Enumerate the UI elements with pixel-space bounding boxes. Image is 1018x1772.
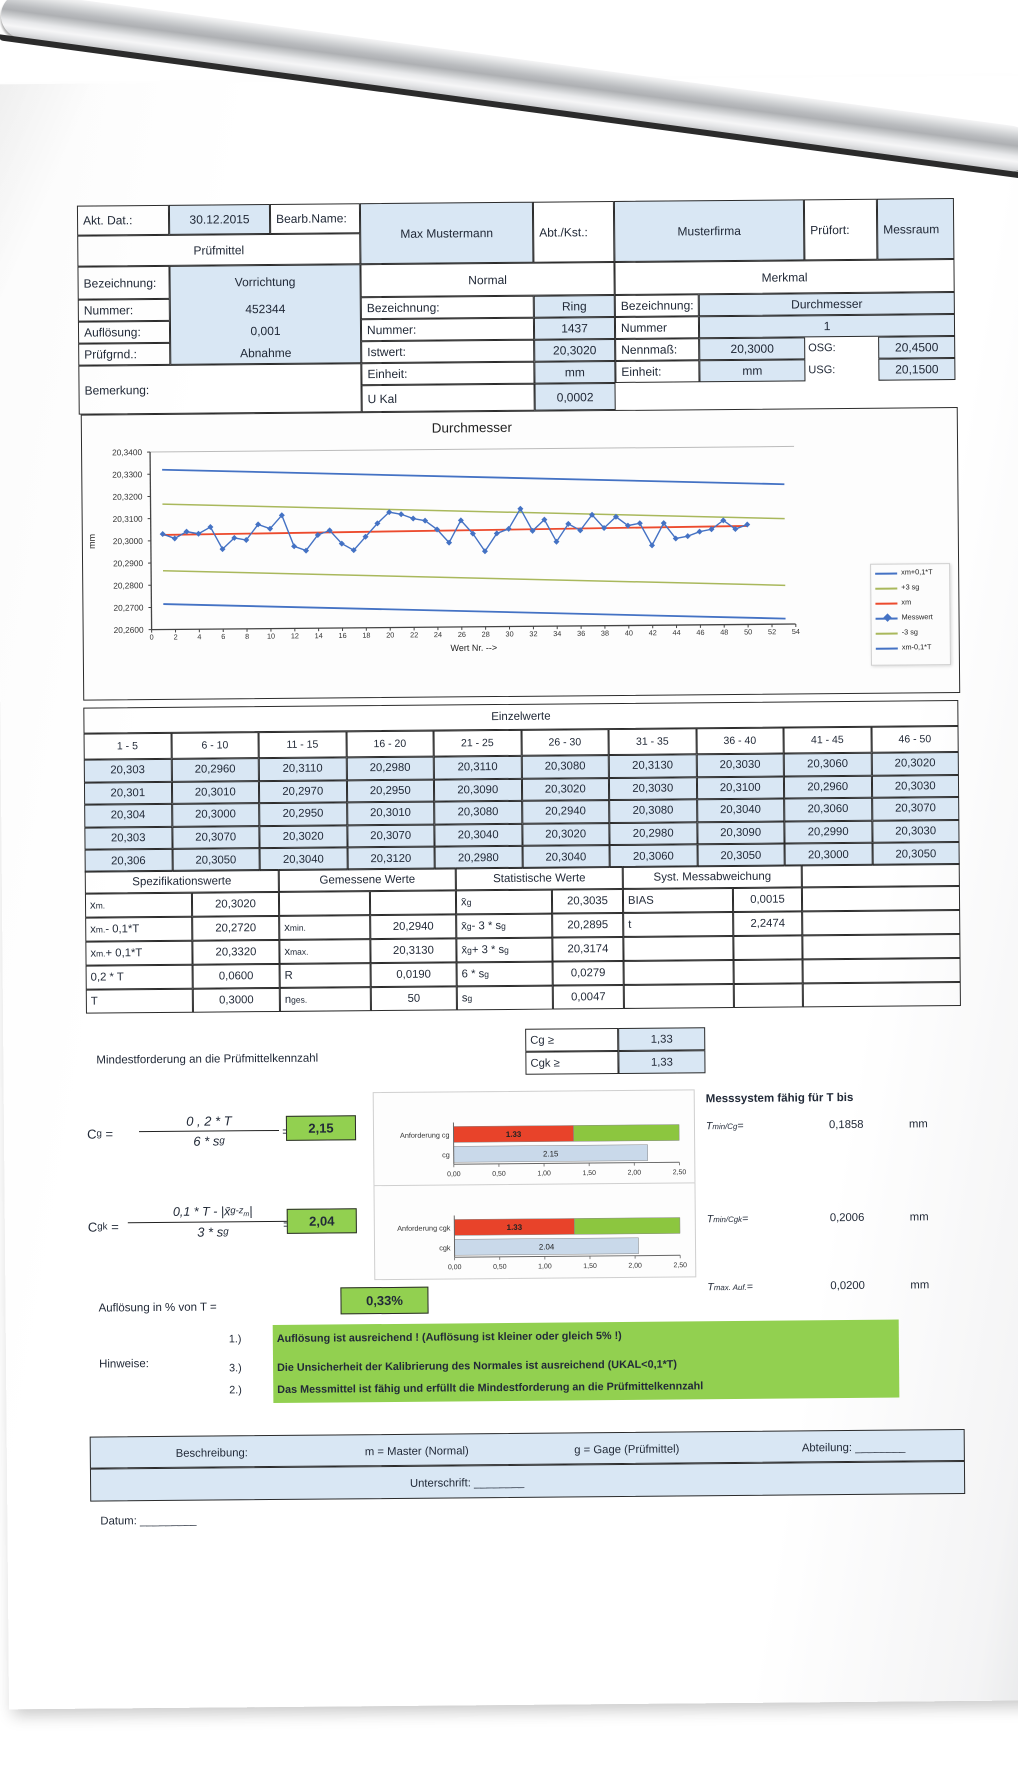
svg-text:48: 48: [720, 628, 728, 637]
svg-text:46: 46: [696, 628, 704, 637]
svg-text:34: 34: [553, 629, 561, 638]
svg-text:38: 38: [601, 629, 609, 638]
svg-text:2.15: 2.15: [543, 1149, 559, 1158]
svg-text:44: 44: [672, 628, 680, 637]
svg-text:4: 4: [197, 632, 201, 641]
svg-text:10: 10: [267, 632, 275, 641]
svg-text:2: 2: [174, 632, 178, 641]
svg-text:20,3300: 20,3300: [112, 469, 142, 479]
svg-text:26: 26: [458, 630, 466, 639]
svg-text:20,3400: 20,3400: [112, 447, 142, 457]
svg-text:2,50: 2,50: [673, 1169, 687, 1176]
svg-text:20,3000: 20,3000: [113, 536, 143, 546]
svg-text:42: 42: [649, 628, 657, 637]
svg-text:1,50: 1,50: [583, 1263, 597, 1270]
svg-text:52: 52: [768, 627, 776, 636]
svg-text:2,00: 2,00: [628, 1170, 642, 1177]
svg-text:1,50: 1,50: [582, 1170, 596, 1177]
svg-text:2,50: 2,50: [674, 1262, 688, 1269]
svg-text:30: 30: [505, 629, 513, 638]
svg-text:1,00: 1,00: [538, 1263, 552, 1270]
svg-text:cg: cg: [442, 1150, 450, 1159]
svg-text:12: 12: [291, 631, 299, 640]
svg-text:0,00: 0,00: [447, 1171, 461, 1178]
svg-text:1.33: 1.33: [506, 1130, 522, 1139]
svg-text:14: 14: [315, 631, 323, 640]
svg-text:50: 50: [744, 627, 752, 636]
svg-text:mm: mm: [87, 534, 97, 549]
svg-text:1.33: 1.33: [507, 1223, 523, 1232]
svg-text:22: 22: [410, 630, 418, 639]
svg-text:20,3100: 20,3100: [113, 514, 143, 524]
svg-text:40: 40: [625, 628, 633, 637]
svg-text:18: 18: [362, 631, 370, 640]
svg-text:32: 32: [529, 629, 537, 638]
svg-text:20,2700: 20,2700: [113, 603, 143, 613]
svg-text:0,00: 0,00: [448, 1264, 462, 1271]
svg-text:36: 36: [577, 629, 585, 638]
svg-text:Wert Nr. -->: Wert Nr. -->: [450, 643, 497, 653]
svg-text:20: 20: [386, 631, 394, 640]
svg-text:54: 54: [792, 627, 800, 636]
svg-text:Anforderung cg: Anforderung cg: [400, 1130, 450, 1139]
svg-text:8: 8: [245, 632, 249, 641]
svg-text:20,2600: 20,2600: [114, 625, 144, 635]
svg-text:20,2900: 20,2900: [113, 558, 143, 568]
svg-text:24: 24: [434, 630, 442, 639]
svg-text:0: 0: [150, 633, 154, 642]
svg-text:16: 16: [338, 631, 346, 640]
svg-text:20,2800: 20,2800: [113, 580, 143, 590]
svg-text:2.04: 2.04: [539, 1242, 555, 1251]
svg-text:20,3200: 20,3200: [112, 492, 142, 502]
svg-text:0,50: 0,50: [492, 1171, 506, 1178]
svg-text:6: 6: [221, 632, 225, 641]
svg-text:1,00: 1,00: [537, 1170, 551, 1177]
svg-text:Anforderung cgk: Anforderung cgk: [397, 1223, 451, 1232]
svg-text:2,00: 2,00: [628, 1263, 642, 1270]
svg-text:28: 28: [482, 630, 490, 639]
svg-text:Durchmesser: Durchmesser: [432, 420, 513, 436]
svg-text:0,50: 0,50: [493, 1264, 507, 1271]
svg-text:cgk: cgk: [439, 1243, 451, 1252]
